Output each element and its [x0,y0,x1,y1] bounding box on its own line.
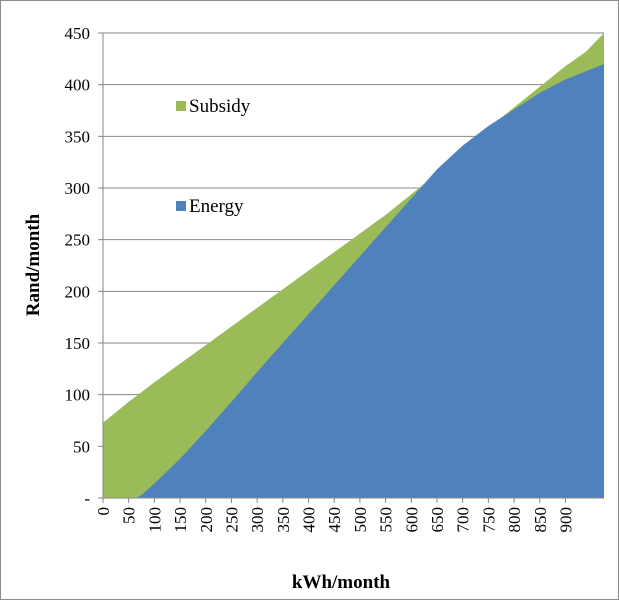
x-tick-label: 800 [505,507,524,533]
x-tick-label: 50 [120,507,139,524]
legend-label-subsidy: Subsidy [189,96,251,117]
y-tick-label: - [84,489,90,508]
legend-item-subsidy: Subsidy [176,96,251,117]
x-tick-label: 550 [377,507,396,533]
x-tick-label: 700 [454,507,473,533]
y-tick-label: 100 [65,386,91,405]
x-tick-label: 750 [479,507,498,533]
x-tick-label: 400 [300,507,319,533]
legend: Subsidy Energy [176,96,251,217]
x-tick-label: 350 [274,507,293,533]
x-axis-title: kWh/month [292,572,391,593]
x-tick-label: 500 [351,507,370,533]
y-tick-label: 350 [65,127,91,146]
y-tick-label: 150 [65,334,91,353]
y-tick-label: 300 [65,179,91,198]
x-tick-label: 250 [222,507,241,533]
x-tick-label: 650 [428,507,447,533]
x-tick-label: 300 [248,507,267,533]
plot-areas [103,33,604,498]
x-axis-ticks: 0 50 100 150 200 250 300 350 400 450 500 550 600 650 7… [94,498,575,533]
x-tick-label: 100 [145,507,164,533]
x-tick-label: 850 [531,507,550,533]
legend-swatch-energy [176,201,186,211]
x-tick-label: 450 [325,507,344,533]
x-tick-label: 150 [171,507,190,533]
x-tick-label: 900 [556,507,575,533]
legend-swatch-subsidy [176,101,186,111]
legend-item-energy: Energy [176,196,244,217]
legend-label-energy: Energy [189,196,244,217]
y-axis-title: Rand/month [23,213,44,316]
x-tick-label: 0 [94,507,113,516]
x-tick-label: 600 [402,507,421,533]
y-tick-label: 450 [65,24,91,43]
y-tick-label: 250 [65,231,91,250]
y-tick-label: 200 [65,282,91,301]
area-energy [103,64,604,498]
y-tick-label: 50 [73,437,90,456]
x-tick-label: 200 [197,507,216,533]
y-tick-label: 400 [65,76,91,95]
y-axis-ticks: - 50 100 150 200 250 300 350 400 450 [65,24,103,508]
